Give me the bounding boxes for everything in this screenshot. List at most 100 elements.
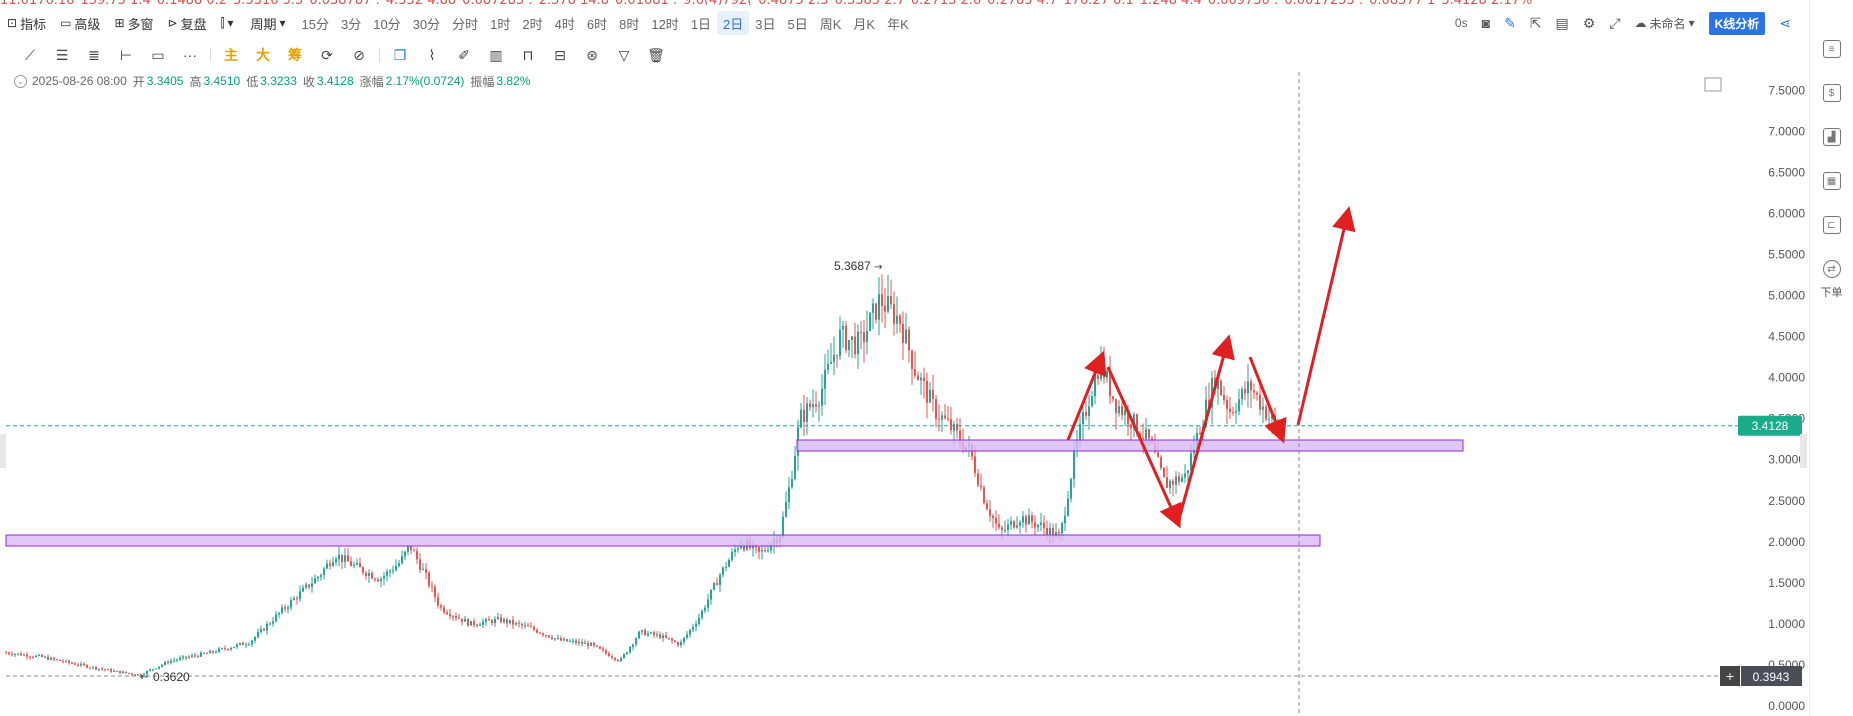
trendline-tool-icon[interactable]: ⟋ (25, 46, 35, 63)
period-17[interactable]: 年K (887, 16, 909, 32)
period-11[interactable]: 1日 (690, 16, 712, 32)
candle-body (143, 674, 145, 676)
candle-body (1163, 467, 1165, 478)
ticker-item: 11.0176.16 (0, 0, 74, 5)
candle-body (383, 575, 385, 579)
share-icon[interactable]: ⋖ (1779, 14, 1791, 31)
rectangle-tool-icon[interactable]: ▭ (151, 46, 165, 63)
candle-body (941, 415, 943, 420)
period-15[interactable]: 周K (819, 16, 842, 32)
camera-icon[interactable]: ◙ (1481, 15, 1491, 31)
bars-icon[interactable]: ▥ (489, 46, 503, 63)
replay-button[interactable]: ⊳ 复盘 (161, 11, 214, 35)
trash-icon[interactable]: 🗑 (647, 46, 665, 63)
candle-body (80, 663, 82, 666)
period-12[interactable]: 2日 (717, 11, 750, 35)
ticker-item: 9.0(4)792( (683, 0, 752, 5)
brush-icon[interactable]: ✐ (458, 46, 470, 63)
candle-body (302, 587, 304, 592)
multiwindow-button[interactable]: ⊞ 多窗 (107, 11, 160, 35)
advanced-button[interactable]: ▭ 高级 (53, 11, 107, 35)
period-dropdown[interactable]: 周期 ▾ (243, 11, 295, 35)
fullscreen-icon[interactable]: ⤢ (1609, 14, 1621, 31)
sync-icon[interactable]: ⟳ (321, 46, 333, 63)
candle-body (8, 652, 10, 654)
export-icon[interactable]: ⇱ (1529, 14, 1542, 31)
period-14[interactable]: 5日 (787, 16, 808, 32)
layout-name-dropdown[interactable]: ☁ 未命名 ▾ (1635, 15, 1695, 32)
etf-icon[interactable]: ⊏ (1822, 216, 1841, 234)
candle-body (1007, 524, 1009, 530)
signal-bars-icon[interactable]: ▟ (1822, 128, 1841, 146)
right-collapse-handle[interactable] (1800, 434, 1807, 468)
candle-body (350, 561, 352, 566)
candle-body (1142, 437, 1144, 439)
magnet-icon[interactable]: ⊘ (353, 46, 365, 63)
order-icon[interactable]: ⇄ (1822, 260, 1841, 278)
candle-body (914, 369, 916, 376)
candle-body (563, 638, 565, 641)
copy-icon[interactable]: ❐ (393, 46, 407, 63)
kline-analysis-button[interactable]: K线分析 (1708, 11, 1766, 35)
candle-body (1010, 521, 1012, 525)
ticker-item: 0.4875 2.3 (758, 0, 828, 5)
main-indicator-button[interactable]: 主 (224, 47, 238, 63)
candle-body (917, 375, 919, 381)
period-16[interactable]: 月K (853, 16, 876, 32)
period-6[interactable]: 2时 (522, 16, 543, 32)
candle-body (599, 646, 601, 649)
parallel-lines-icon[interactable]: ≣ (88, 46, 100, 63)
horizontal-lines-icon[interactable]: ☰ (55, 46, 69, 63)
period-13[interactable]: 3日 (755, 16, 776, 32)
candle-body (227, 648, 229, 650)
chip-button[interactable]: 筹 (288, 47, 302, 63)
period-2[interactable]: 10分 (373, 16, 401, 32)
pen-icon[interactable]: ✎ (1504, 14, 1516, 31)
candle-body (920, 377, 922, 381)
candle-body (1049, 527, 1051, 536)
candle-body (596, 645, 598, 647)
candle-body (617, 659, 619, 661)
ticker-item: 0.087283 : (462, 0, 533, 5)
lock-icon[interactable]: ⊓ (522, 46, 534, 63)
ruler-icon[interactable]: ⌇ (428, 46, 436, 63)
big-order-button[interactable]: 大 (256, 47, 270, 63)
candle-body (668, 637, 670, 639)
settings-icon[interactable]: ⚙ (1582, 14, 1596, 31)
indicators-button[interactable]: ⊡ 指标 (0, 11, 53, 35)
candle-body (374, 578, 376, 580)
candle-body (29, 656, 31, 658)
candle-body (890, 296, 892, 305)
eye-icon[interactable]: ⊛ (586, 46, 598, 63)
candle-body (506, 619, 508, 624)
period-7[interactable]: 4时 (554, 16, 575, 32)
edit-list-icon[interactable]: ⊟ (554, 46, 566, 63)
candle-body (611, 656, 613, 658)
collapse-circle-icon[interactable]: ⌄ (14, 74, 27, 88)
dollar-icon[interactable]: $ (1822, 84, 1841, 102)
left-collapse-handle[interactable] (0, 434, 6, 468)
period-8[interactable]: 6时 (586, 16, 608, 32)
candle-body (515, 622, 517, 625)
document-icon[interactable]: ≡ (1822, 40, 1841, 58)
candle-body (332, 562, 334, 567)
candle-body (1025, 516, 1027, 525)
price-axis-label: 6.5000 (1768, 165, 1805, 179)
period-5[interactable]: 1时 (490, 16, 511, 32)
candle-body (695, 623, 697, 627)
horizontal-ray-icon[interactable]: ⊢ (119, 46, 133, 63)
period-9[interactable]: 8时 (619, 16, 640, 32)
period-3[interactable]: 30分 (412, 16, 441, 32)
period-0[interactable]: 15分 (301, 16, 329, 32)
chart-box-icon[interactable]: ▦ (1822, 172, 1841, 190)
period-4[interactable]: 分时 (452, 16, 479, 32)
candle-body (473, 620, 475, 625)
period-1[interactable]: 3分 (340, 16, 362, 32)
chart-type-button[interactable]: ⫿ ▾ (214, 11, 244, 35)
more-tools-icon[interactable]: ··· (183, 47, 197, 63)
period-10[interactable]: 12时 (651, 16, 679, 32)
layout-icon[interactable]: ▤ (1555, 14, 1569, 31)
filter-icon[interactable]: ▽ (618, 46, 630, 63)
candle-body (497, 617, 499, 619)
